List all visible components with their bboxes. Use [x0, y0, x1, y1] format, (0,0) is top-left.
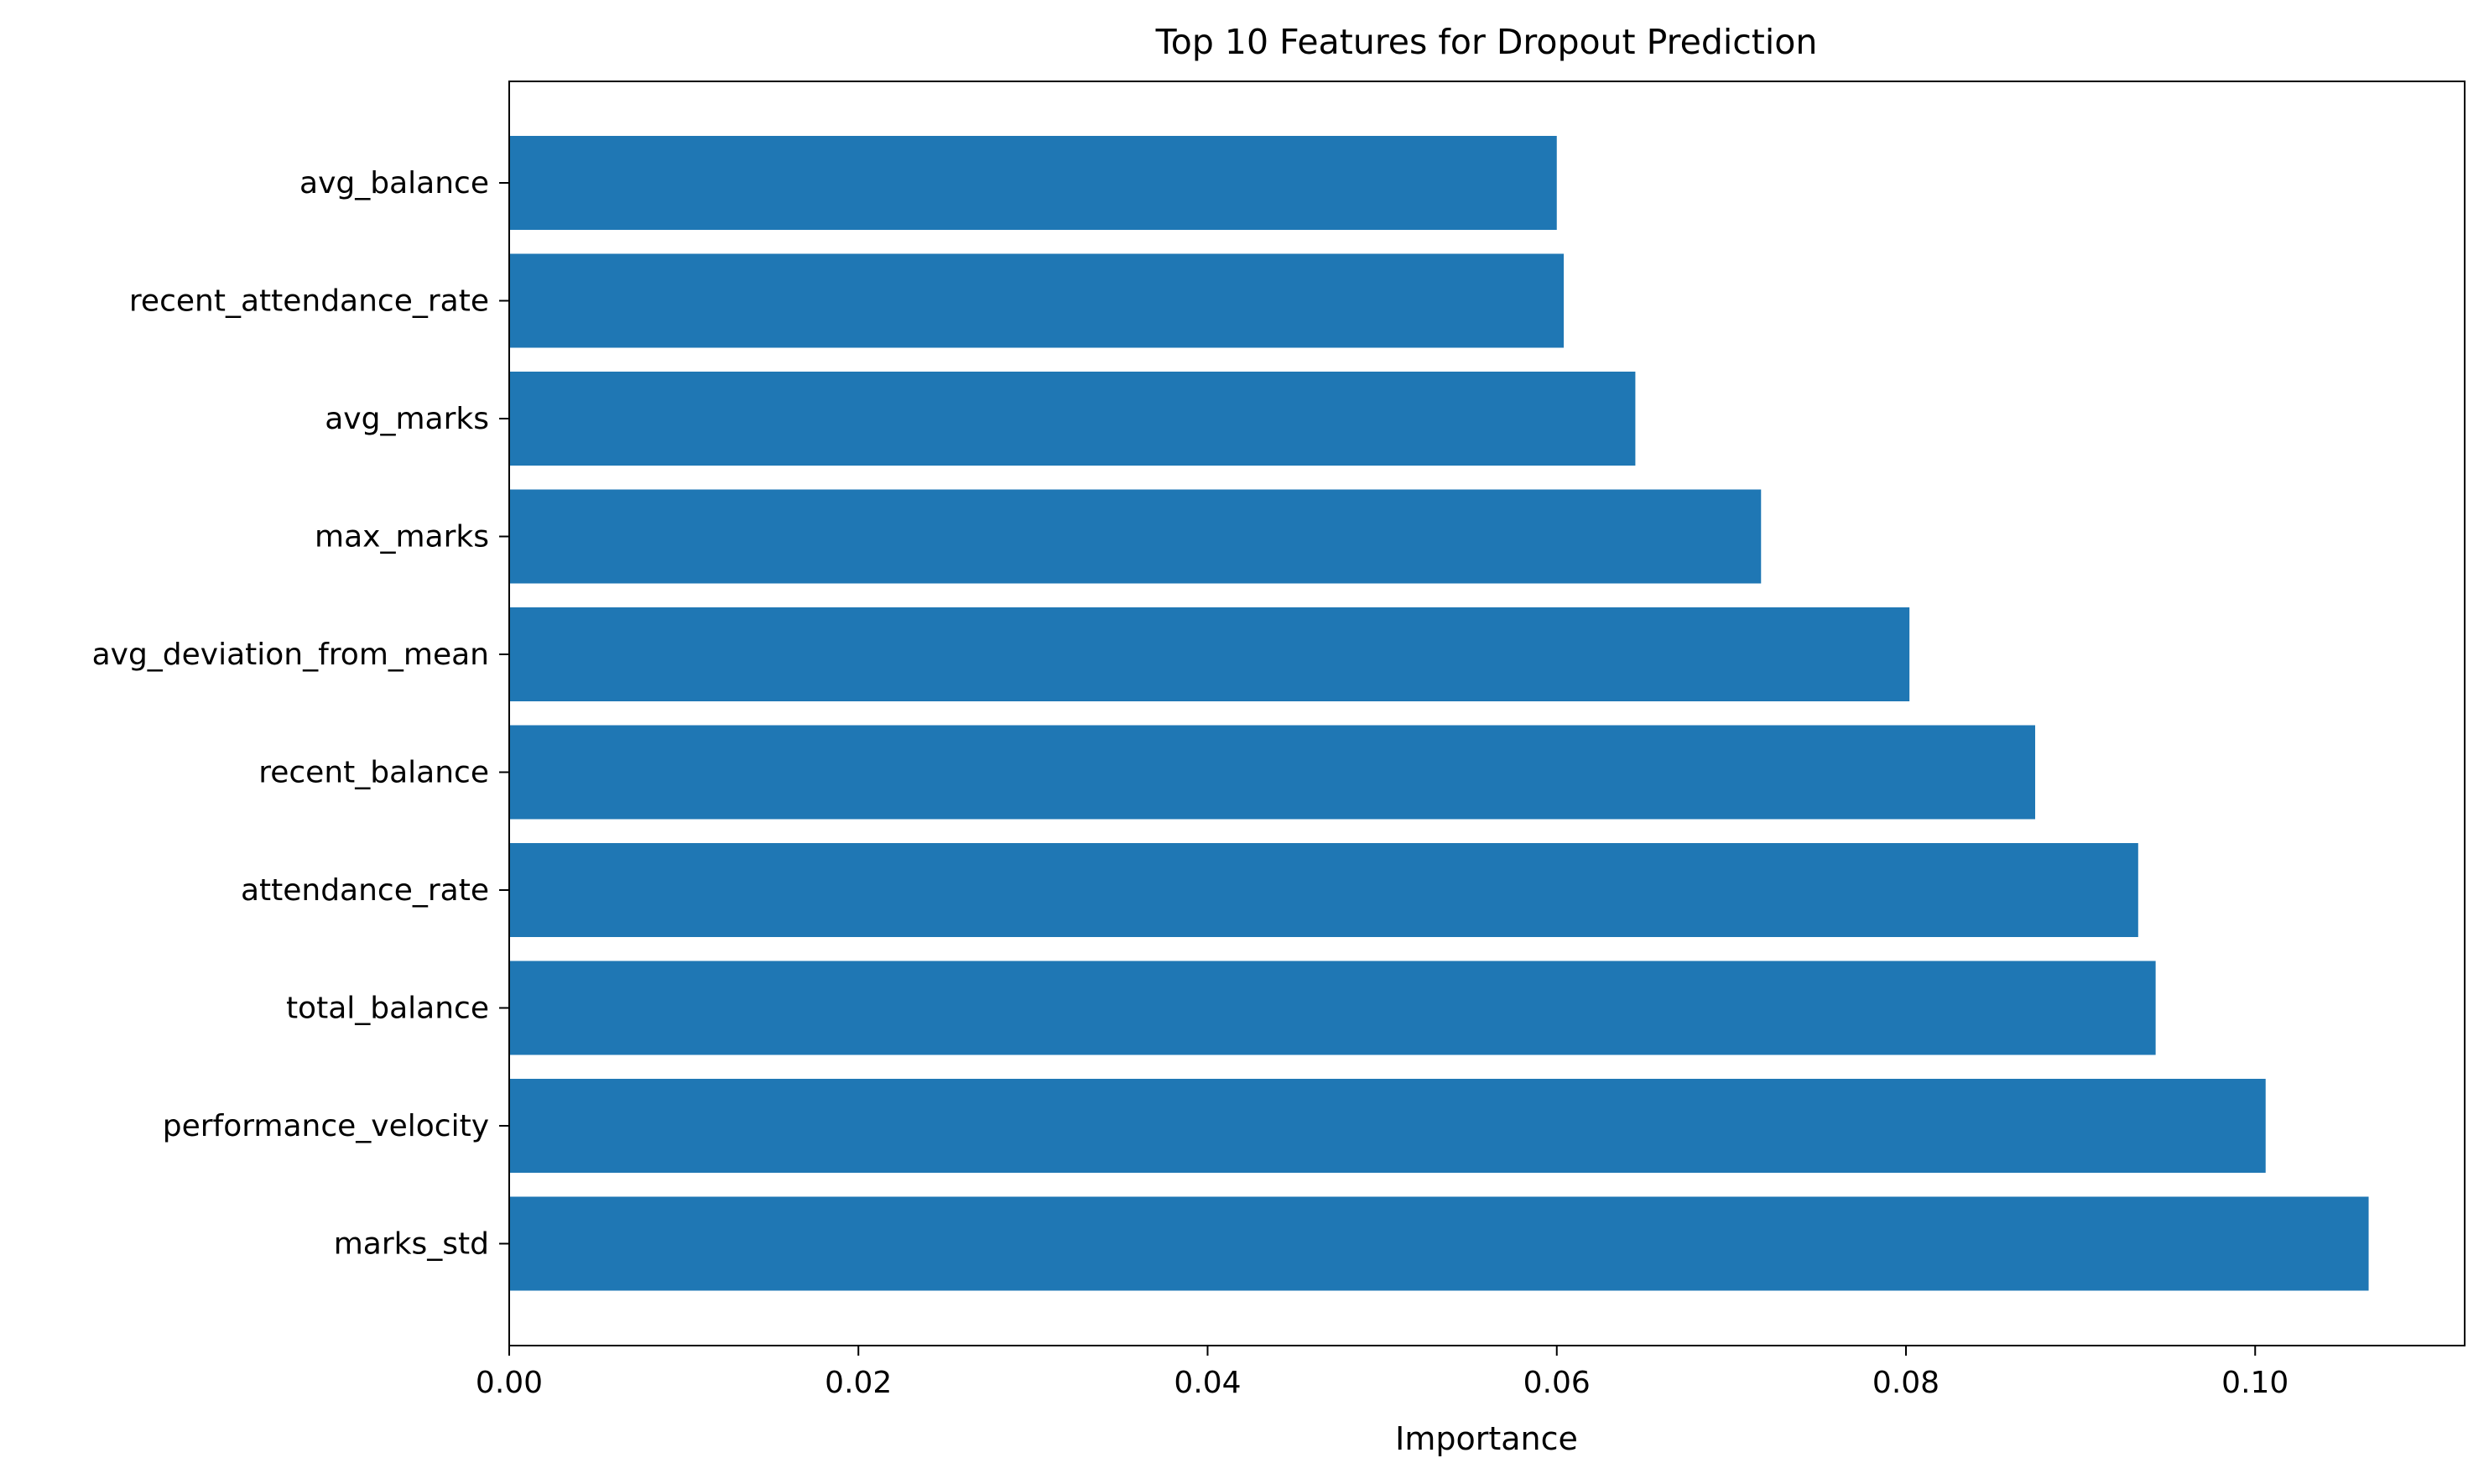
bar-total_balance [509, 961, 2156, 1055]
x-tick-label: 0.08 [1872, 1366, 1940, 1400]
bar-max_marks [509, 489, 1762, 584]
bar-marks_std [509, 1196, 2369, 1291]
x-tick-label: 0.10 [2221, 1366, 2289, 1400]
bar-avg_deviation_from_mean [509, 607, 1910, 701]
y-tick-label: max_marks [315, 520, 489, 555]
x-tick-label: 0.06 [1523, 1366, 1591, 1400]
bar-performance_velocity [509, 1079, 2266, 1173]
x-tick-label: 0.00 [476, 1366, 543, 1400]
x-tick-label: 0.04 [1174, 1366, 1241, 1400]
bar-recent_attendance_rate [509, 253, 1565, 348]
x-tick-label: 0.02 [825, 1366, 892, 1400]
axes-frame [508, 81, 2466, 1346]
bar-attendance_rate [509, 843, 2138, 937]
bars-layer [509, 136, 2369, 1291]
y-tick-label: avg_marks [325, 402, 489, 436]
y-tick-label: avg_deviation_from_mean [92, 638, 489, 672]
y-tick-label: recent_balance [258, 756, 489, 790]
x-axis-label: Importance [1395, 1420, 1578, 1457]
y-tick-label: total_balance [286, 992, 489, 1026]
bar-avg_balance [509, 136, 1557, 230]
bar-avg_marks [509, 372, 1636, 466]
axes-layer [508, 81, 2466, 1346]
y-tick-label: performance_velocity [163, 1109, 489, 1143]
y-tick-label: marks_std [334, 1227, 489, 1262]
ticks-layer: avg_balance recent_attendance_rate avg_mar… [92, 166, 2289, 1400]
bar-recent_balance [509, 725, 2036, 820]
y-tick-label: attendance_rate [241, 873, 489, 908]
chart-title: Top 10 Features for Dropout Prediction [1155, 22, 1818, 62]
y-tick-label: recent_attendance_rate [129, 284, 489, 319]
y-tick-label: avg_balance [299, 166, 489, 200]
